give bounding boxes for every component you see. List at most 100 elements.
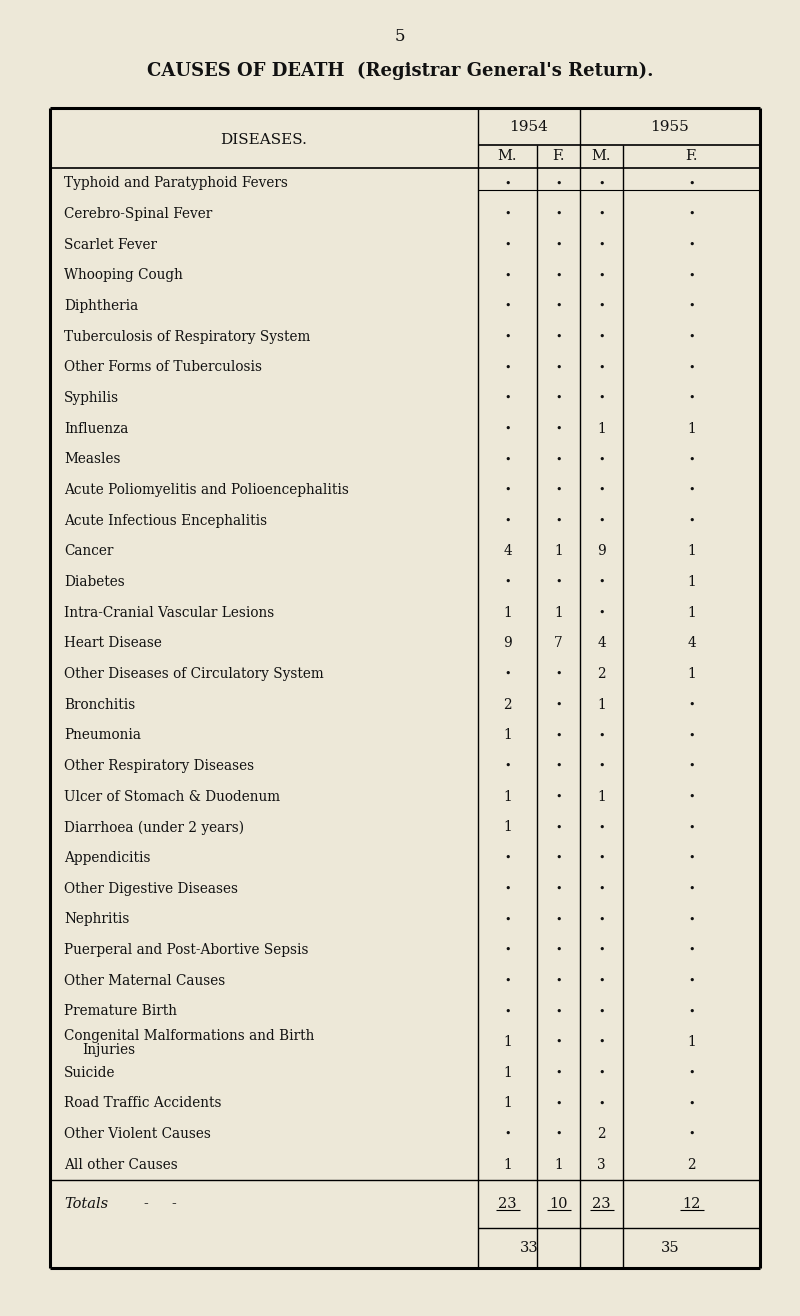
Text: •: •	[504, 576, 510, 587]
Text: Bronchitis: Bronchitis	[64, 697, 135, 712]
Text: 1: 1	[503, 820, 512, 834]
Text: •: •	[598, 975, 605, 986]
Text: Ulcer of Stomach & Duodenum: Ulcer of Stomach & Duodenum	[64, 790, 280, 804]
Text: •: •	[688, 209, 694, 218]
Text: •: •	[688, 915, 694, 924]
Text: •: •	[555, 1129, 562, 1140]
Text: •: •	[598, 301, 605, 311]
Text: •: •	[555, 700, 562, 709]
Text: Other Maternal Causes: Other Maternal Causes	[64, 974, 226, 988]
Text: •: •	[688, 883, 694, 894]
Text: •: •	[598, 393, 605, 403]
Text: •: •	[688, 792, 694, 801]
Text: Congenital Malformations and Birth: Congenital Malformations and Birth	[64, 1029, 314, 1044]
Text: •: •	[598, 516, 605, 525]
Text: 1: 1	[597, 697, 606, 712]
Text: •: •	[504, 424, 510, 434]
Text: •: •	[598, 486, 605, 495]
Text: 2: 2	[597, 1126, 606, 1141]
Text: All other Causes: All other Causes	[64, 1158, 178, 1171]
Text: •: •	[598, 362, 605, 372]
Text: Intra-Cranial Vascular Lesions: Intra-Cranial Vascular Lesions	[64, 605, 274, 620]
Text: •: •	[688, 1129, 694, 1140]
Text: Suicide: Suicide	[64, 1066, 115, 1079]
Text: •: •	[555, 975, 562, 986]
Text: •: •	[688, 362, 694, 372]
Text: •: •	[555, 486, 562, 495]
Text: 9: 9	[597, 545, 606, 558]
Text: Acute Infectious Encephalitis: Acute Infectious Encephalitis	[64, 513, 267, 528]
Text: 1: 1	[687, 1034, 696, 1049]
Text: •: •	[598, 179, 605, 188]
Text: •: •	[598, 209, 605, 218]
Text: 1955: 1955	[650, 120, 690, 134]
Text: 33: 33	[520, 1241, 538, 1255]
Text: •: •	[598, 1099, 605, 1108]
Text: •: •	[688, 179, 694, 188]
Text: Nephritis: Nephritis	[64, 912, 130, 926]
Text: •: •	[504, 975, 510, 986]
Text: •: •	[555, 915, 562, 924]
Text: 1: 1	[503, 728, 512, 742]
Text: •: •	[504, 486, 510, 495]
Text: 4: 4	[597, 637, 606, 650]
Text: •: •	[504, 209, 510, 218]
Text: •: •	[688, 1067, 694, 1078]
Text: •: •	[504, 1129, 510, 1140]
Text: 1: 1	[687, 545, 696, 558]
Text: 1: 1	[597, 790, 606, 804]
Text: •: •	[555, 424, 562, 434]
Text: 1954: 1954	[510, 120, 549, 134]
Text: 2: 2	[687, 1158, 696, 1171]
Text: •: •	[598, 945, 605, 955]
Text: Injuries: Injuries	[82, 1042, 135, 1057]
Text: •: •	[555, 792, 562, 801]
Text: •: •	[598, 915, 605, 924]
Text: 35: 35	[661, 1241, 679, 1255]
Text: Other Violent Causes: Other Violent Causes	[64, 1126, 211, 1141]
Text: M.: M.	[592, 149, 611, 163]
Text: •: •	[504, 883, 510, 894]
Text: •: •	[598, 1067, 605, 1078]
Text: 1: 1	[687, 605, 696, 620]
Text: Totals: Totals	[64, 1198, 108, 1211]
Text: Influenza: Influenza	[64, 421, 128, 436]
Text: 12: 12	[682, 1198, 701, 1211]
Text: 1: 1	[687, 575, 696, 590]
Text: Scarlet Fever: Scarlet Fever	[64, 238, 157, 251]
Text: •: •	[555, 761, 562, 771]
Text: Pneumonia: Pneumonia	[64, 728, 141, 742]
Text: Diphtheria: Diphtheria	[64, 299, 138, 313]
Text: •: •	[555, 883, 562, 894]
Text: •: •	[688, 301, 694, 311]
Text: Tuberculosis of Respiratory System: Tuberculosis of Respiratory System	[64, 330, 310, 343]
Text: •: •	[688, 393, 694, 403]
Text: •: •	[688, 761, 694, 771]
Text: •: •	[598, 608, 605, 617]
Text: 1: 1	[597, 421, 606, 436]
Text: Puerperal and Post-Abortive Sepsis: Puerperal and Post-Abortive Sepsis	[64, 944, 309, 957]
Text: 10: 10	[550, 1198, 568, 1211]
Text: Premature Birth: Premature Birth	[64, 1004, 177, 1019]
Text: •: •	[688, 454, 694, 465]
Text: CAUSES OF DEATH  (Registrar General's Return).: CAUSES OF DEATH (Registrar General's Ret…	[146, 62, 654, 80]
Text: •: •	[504, 915, 510, 924]
Text: •: •	[555, 822, 562, 832]
Text: •: •	[555, 1007, 562, 1016]
Text: 2: 2	[597, 667, 606, 680]
Text: •: •	[555, 332, 562, 342]
Text: Heart Disease: Heart Disease	[64, 637, 162, 650]
Text: •: •	[555, 301, 562, 311]
Text: 1: 1	[687, 667, 696, 680]
Text: 5: 5	[394, 28, 406, 45]
Text: •: •	[555, 516, 562, 525]
Text: •: •	[504, 945, 510, 955]
Text: •: •	[555, 576, 562, 587]
Text: •: •	[504, 362, 510, 372]
Text: Other Forms of Tuberculosis: Other Forms of Tuberculosis	[64, 361, 262, 374]
Text: 9: 9	[503, 637, 512, 650]
Text: •: •	[555, 362, 562, 372]
Text: -: -	[172, 1198, 176, 1211]
Text: Measles: Measles	[64, 453, 121, 466]
Text: Other Digestive Diseases: Other Digestive Diseases	[64, 882, 238, 896]
